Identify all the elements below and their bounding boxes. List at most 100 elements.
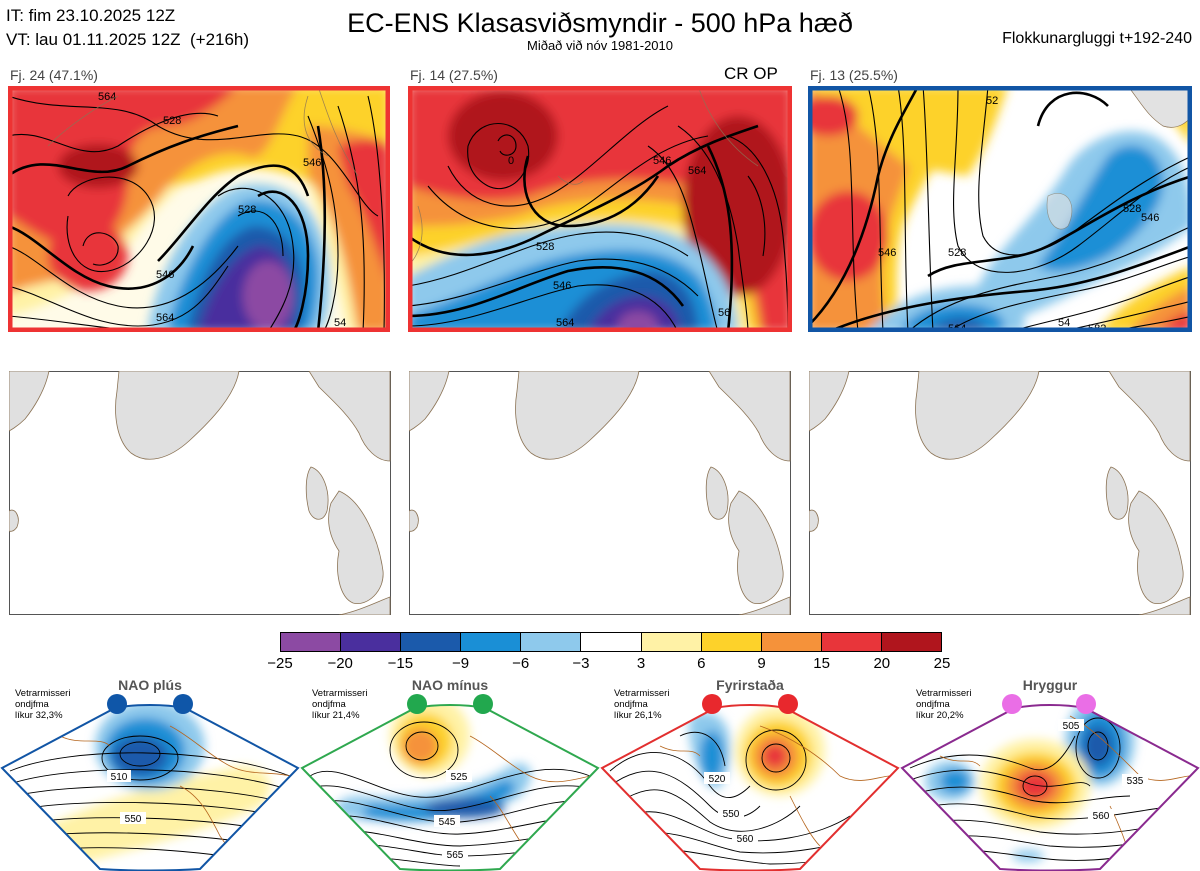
regime-dot: [702, 694, 722, 714]
colorbar-swatch: [761, 633, 822, 651]
colorbar-tick: −20: [327, 655, 353, 672]
regime-nao-plus: NAO plús Vetrarmisseri ondjfma líkur 32,…: [0, 677, 300, 871]
regime-name: Hryggur: [1023, 677, 1078, 693]
colorbar-swatch: [881, 633, 942, 651]
colorbar-tick: 25: [933, 655, 951, 672]
contour-label: 546: [878, 247, 896, 259]
colorbar-swatch: [821, 633, 882, 651]
regime-name: NAO plús: [118, 677, 182, 693]
colorbar-swatch: [701, 633, 762, 651]
colorbar-tick: 15: [813, 655, 830, 672]
colorbar-tick: −25: [267, 655, 293, 672]
regime-season: Vetrarmisseri: [312, 688, 367, 699]
contour-label: 54: [1058, 317, 1070, 329]
colorbar-tick: −9: [451, 655, 470, 672]
empty-map-2: [409, 371, 791, 615]
empty-map-3: [809, 371, 1191, 615]
regime-season: Vetrarmisseri: [15, 688, 70, 699]
contour-label: 564: [556, 317, 574, 329]
colorbar-tick: 20: [873, 655, 891, 672]
contour-label: 520: [709, 774, 726, 785]
regime-season: Vetrarmisseri: [614, 688, 669, 699]
regime-dot: [107, 694, 127, 714]
regime-outline: [600, 704, 900, 871]
regime-dot: [173, 694, 193, 714]
regime-ridge: Hryggur Vetrarmisseri ondjfma líkur 20,2…: [900, 677, 1200, 871]
colorbar-tick: 9: [757, 655, 766, 672]
contour-label: 52: [986, 95, 998, 107]
regime-name: NAO mínus: [412, 677, 488, 693]
contour-label: 564: [156, 312, 174, 324]
contour-label: 546: [653, 155, 671, 167]
cluster-2-map: 0 546 564 528 546 564 56: [408, 86, 792, 332]
cluster-2-tag: CR OP: [724, 64, 778, 83]
regime-outline: [900, 704, 1200, 871]
regime-likelihood: líkur 32,3%: [15, 710, 63, 721]
contour-label: 0: [508, 155, 514, 167]
regime-dot: [1076, 694, 1096, 714]
regime-dot: [407, 694, 427, 714]
colorbar-swatch: [641, 633, 702, 651]
regime-mean: ondjfma: [312, 699, 347, 710]
colorbar-tick: −6: [512, 655, 530, 672]
contour-label: 546: [303, 157, 321, 169]
colorbar-tick: 3: [636, 655, 646, 672]
contour-label: 56: [718, 307, 730, 319]
regime-season: Vetrarmisseri: [916, 688, 971, 699]
regime-dot: [1002, 694, 1022, 714]
contour-label: 564: [688, 165, 706, 177]
colorbar-tick: −15: [387, 655, 414, 672]
colorbar: [280, 632, 942, 652]
regime-nao-minus: NAO mínus Vetrarmisseri ondjfma líkur 21…: [300, 677, 600, 871]
contour-label: 565: [447, 850, 464, 861]
contour-label: 546: [156, 269, 174, 281]
cluster-3-border: [808, 86, 1192, 332]
contour-label: 546: [553, 280, 571, 292]
contour-label: 560: [737, 834, 754, 845]
colorbar-swatch: [521, 633, 582, 651]
regime-dot: [778, 694, 798, 714]
colorbar-swatch: [461, 633, 522, 651]
colorbar-swatch: [401, 633, 462, 651]
colorbar-swatch: [581, 633, 642, 651]
header-times: IT: fim 23.10.2025 12Z VT: lau 01.11.202…: [6, 4, 249, 52]
cluster-3-map: 528 546 528 546 564 582 54 52: [808, 86, 1192, 332]
contour-label: 505: [1063, 721, 1080, 732]
contour-label: 550: [723, 809, 740, 820]
contour-label: 528: [536, 241, 554, 253]
contour-label: 510: [111, 772, 128, 783]
valid-time: VT: lau 01.11.2025 12Z (+216h): [6, 30, 250, 49]
page-title: EC-ENS Klasasviðsmyndir - 500 hPa hæð: [347, 8, 853, 38]
regime-outline: [300, 704, 600, 871]
regime-likelihood: líkur 26,1%: [614, 710, 662, 721]
colorbar-swatch: [341, 633, 402, 651]
regime-mean: ondjfma: [15, 699, 50, 710]
regime-name: Fyrirstaða: [716, 677, 784, 693]
contour-label: 528: [163, 115, 181, 127]
cluster-2-label: Fj. 14 (27.5%): [410, 67, 498, 83]
cluster-1-map: 564 528 546 528 546 564 54: [8, 86, 390, 332]
regime-mean: ondjfma: [614, 699, 649, 710]
contour-label: 545: [439, 817, 456, 828]
empty-map-1: [9, 371, 391, 615]
regime-outline: [0, 704, 300, 871]
colorbar-tick: 6: [697, 655, 706, 672]
contour-label: 560: [1093, 811, 1110, 822]
contour-label: 528: [948, 247, 966, 259]
regime-likelihood: líkur 20,2%: [916, 710, 964, 721]
classification-window: Flokkunargluggi t+192-240: [1002, 30, 1192, 47]
colorbar-tick: −3: [572, 655, 590, 672]
contour-label: 546: [1141, 212, 1159, 224]
regime-likelihood: líkur 21,4%: [312, 710, 360, 721]
regime-mean: ondjfma: [916, 699, 951, 710]
contour-label: 550: [125, 814, 142, 825]
cluster-1-border: [8, 86, 390, 332]
cluster-1-label: Fj. 24 (47.1%): [10, 67, 98, 83]
colorbar-ticks: −25 −20 −15 −9 −6 −3 3 6 9 15 20 25: [267, 655, 950, 675]
contour-label: 564: [98, 91, 116, 103]
cluster-3-label: Fj. 13 (25.5%): [810, 67, 898, 83]
contour-label: 528: [238, 204, 256, 216]
issue-time: IT: fim 23.10.2025 12Z: [6, 6, 176, 25]
contour-label: 525: [451, 772, 468, 783]
cluster-2-border: [408, 86, 792, 332]
